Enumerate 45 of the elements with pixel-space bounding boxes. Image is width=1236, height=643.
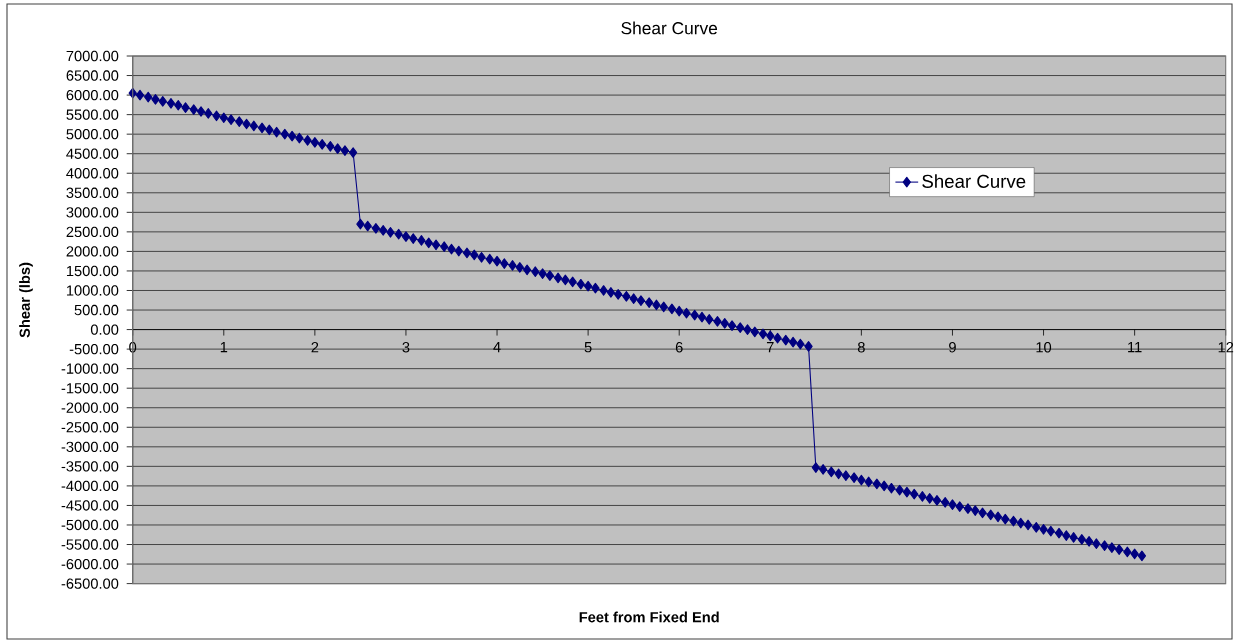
x-tick-label: 2 (311, 342, 319, 353)
y-tick-label: 2000.00 (66, 246, 119, 257)
y-tick-label: 4500.00 (66, 148, 119, 159)
legend-label: Shear Curve (922, 174, 1026, 188)
x-tick-label: 10 (1036, 342, 1052, 353)
y-tick-label: 3000.00 (66, 207, 119, 218)
y-tick-label: -2500.00 (61, 422, 119, 433)
chart-title: Shear Curve (621, 21, 718, 35)
y-tick-label: 500.00 (74, 304, 119, 316)
y-tick-label: 1000.00 (66, 285, 119, 296)
x-tick-label: 4 (493, 342, 501, 353)
y-tick-label: 2500.00 (66, 226, 119, 238)
y-tick-label: -1000.00 (61, 363, 119, 374)
y-axis-title: Shear (lbs) (19, 262, 33, 338)
y-tick-label: -3500.00 (61, 461, 119, 472)
y-tick-label: 0.00 (90, 324, 119, 335)
y-tick-label: -2000.00 (61, 402, 119, 413)
y-tick-label: 5500.00 (66, 109, 119, 120)
y-tick-label: 6000.00 (66, 89, 119, 101)
y-tick-label: 3500.00 (66, 187, 119, 198)
y-tick-label: -5000.00 (61, 519, 119, 531)
x-tick-label: 11 (1128, 342, 1142, 353)
x-tick-label: 0 (129, 342, 137, 353)
y-tick-label: -5500.00 (61, 539, 119, 550)
x-tick-label: 1 (220, 342, 228, 353)
x-tick-label: 3 (402, 342, 410, 353)
y-tick-label: 6500.00 (66, 70, 119, 81)
y-tick-label: 7000.00 (66, 50, 119, 62)
y-tick-label: 1500.00 (66, 265, 119, 277)
y-tick-label: -6000.00 (61, 558, 119, 570)
y-tick-label: -500.00 (69, 343, 119, 355)
y-tick-label: -4000.00 (61, 480, 119, 492)
x-tick-label: 5 (584, 342, 592, 353)
x-tick-label: 12 (1218, 342, 1234, 353)
y-tick-label: -1500.00 (61, 383, 119, 394)
y-tick-label: 4000.00 (66, 168, 119, 179)
x-tick-label: 8 (857, 342, 865, 353)
y-tick-label: 5000.00 (66, 128, 119, 140)
x-axis-title: Feet from Fixed End (579, 611, 719, 623)
y-tick-label: -3000.00 (61, 441, 119, 453)
y-tick-label: -6500.00 (61, 578, 119, 589)
y-tick-label: -4500.00 (61, 500, 119, 511)
x-tick-label: 6 (675, 342, 683, 353)
x-tick-label: 7 (766, 342, 774, 353)
x-tick-label: 9 (949, 342, 956, 353)
